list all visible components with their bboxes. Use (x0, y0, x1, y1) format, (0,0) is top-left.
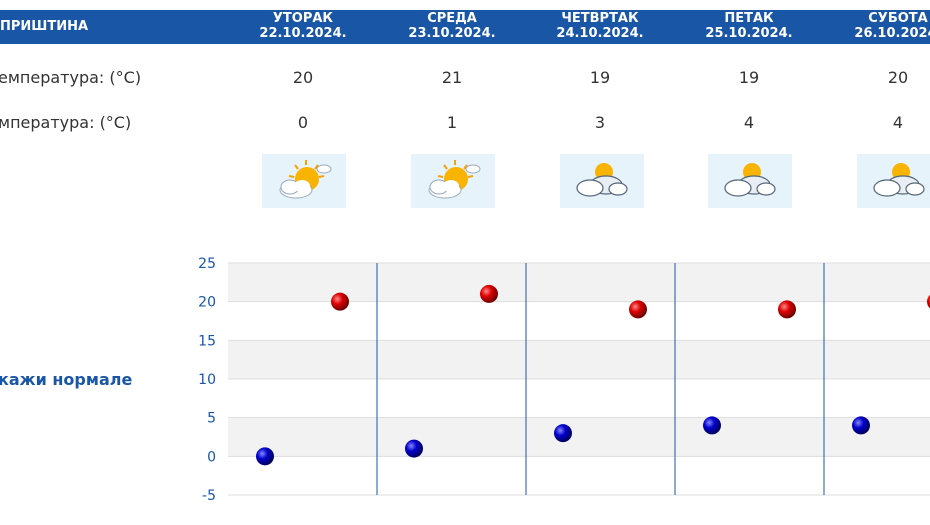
day-name: ПЕТАК (724, 11, 774, 26)
y-tick-label: 0 (207, 449, 216, 465)
y-tick-label: 5 (207, 411, 216, 427)
day-header-2: СРЕДА 23.10.2024. (392, 11, 512, 41)
y-tick-label: 20 (198, 295, 216, 311)
city-name: ПРИШТИНА (0, 19, 89, 34)
max-temp-value: 20 (887, 68, 909, 87)
day-header-5: СУБОТА 26.10.2024. (838, 11, 930, 41)
min-temp-point (405, 439, 423, 458)
day-date: 26.10.2024. (854, 26, 930, 41)
max-temp-point (927, 294, 930, 309)
forecast-header: ПРИШТИНА УТОРАК 22.10.2024. СРЕДА 23.10.… (0, 10, 930, 44)
max-temp-value: 20 (292, 68, 314, 87)
day-header-4: ПЕТАК 25.10.2024. (689, 11, 809, 41)
max-temp-value: 19 (589, 68, 611, 87)
min-temp-point (554, 424, 572, 443)
grid-band (228, 379, 930, 418)
max-temp-value: 19 (738, 68, 760, 87)
grid-band (228, 456, 930, 495)
grid-band (228, 417, 930, 457)
y-tick-label: 10 (198, 372, 216, 388)
max-temp-label: емпература: (°C) (0, 68, 142, 87)
day-name: СРЕДА (427, 11, 477, 26)
day-header-3: ЧЕТВРТАК 24.10.2024. (540, 11, 660, 41)
min-temp-value: 1 (446, 113, 458, 132)
sun-behind-cloud-icon (262, 154, 346, 208)
max-temp-point (480, 284, 498, 303)
partly-cloudy-icon (560, 154, 644, 208)
y-tick-label: -5 (202, 488, 216, 504)
day-name: УТОРАК (272, 11, 334, 26)
min-temp-label: мпература: (°C) (0, 113, 132, 132)
y-tick-label: 25 (198, 256, 216, 272)
grid-band (228, 340, 930, 379)
sun-behind-cloud-icon (411, 154, 495, 208)
day-name: СУБОТА (868, 11, 928, 26)
day-date: 23.10.2024. (408, 26, 496, 41)
day-date: 24.10.2024. (556, 26, 644, 41)
min-temp-value: 4 (743, 113, 755, 132)
day-date: 22.10.2024. (259, 26, 347, 41)
max-temp-value: 21 (441, 68, 463, 87)
min-temp-point (703, 416, 721, 435)
show-normals-link[interactable]: кажи нормале (0, 370, 133, 389)
min-temp-point (256, 447, 274, 466)
day-name: ЧЕТВРТАК (561, 11, 639, 26)
max-temp-point (331, 292, 349, 311)
day-date: 25.10.2024. (705, 26, 793, 41)
max-temp-point (778, 300, 796, 319)
partly-cloudy-icon (708, 154, 792, 208)
y-tick-label: 15 (198, 333, 216, 349)
partly-cloudy-icon (857, 154, 930, 208)
min-temp-value: 4 (892, 113, 904, 132)
min-temp-point (852, 416, 870, 435)
day-header-1: УТОРАК 22.10.2024. (243, 11, 363, 41)
max-temp-point (629, 300, 647, 319)
min-temp-value: 3 (594, 113, 606, 132)
min-temp-value: 0 (297, 113, 309, 132)
